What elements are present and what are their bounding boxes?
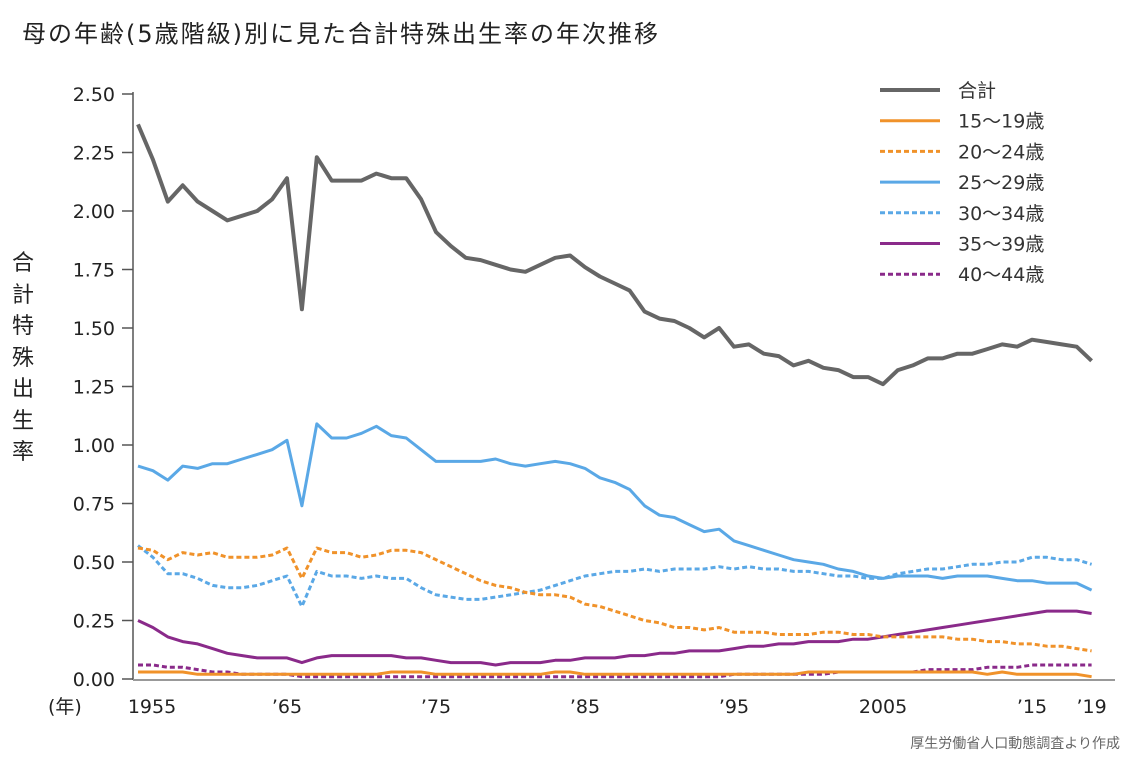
y-tick-label: 0.50 [73, 552, 115, 574]
y-tick-label: 0.25 [73, 611, 115, 633]
legend-label: 25～29歳 [958, 172, 1044, 194]
y-axis-label-char: 殊 [11, 345, 34, 371]
series-line-3 [137, 422, 1093, 592]
x-tick-label: 1955 [128, 696, 176, 718]
y-tick-label: 0.75 [73, 494, 115, 516]
series-line-6 [138, 663, 1092, 679]
y-axis-label-char: 計 [11, 282, 34, 308]
series-line-4 [137, 544, 1093, 608]
x-tick-label: ’19 [1076, 696, 1106, 718]
y-tick-label: 2.50 [73, 84, 115, 106]
y-tick-label: 1.75 [73, 260, 115, 282]
y-axis-label-char: 特 [11, 314, 34, 339]
legend-label: 合計 [958, 80, 996, 102]
y-axis-label-char: 出 [11, 377, 34, 402]
y-tick-label: 0.00 [73, 669, 115, 691]
y-tick-label: 1.50 [73, 318, 115, 340]
x-tick-label: ’95 [719, 696, 749, 718]
chart-title: 母の年齢(5歳階級)別に見た合計特殊出生率の年次推移 [22, 20, 660, 48]
series-line-1 [138, 670, 1092, 679]
legend-label: 35～39歳 [958, 234, 1044, 256]
x-tick-label: ’85 [570, 696, 600, 718]
x-axis-label: (年) [48, 696, 82, 718]
x-tick-label: ’65 [272, 696, 302, 718]
y-axis-label: 合計特殊出生率 [10, 248, 36, 469]
series-line-2 [137, 546, 1092, 653]
y-tick-label: 2.00 [73, 201, 115, 223]
y-tick-label: 1.00 [73, 435, 115, 457]
source-note: 厚生労働省人口動態調査より作成 [910, 736, 1120, 752]
legend-label: 20～24歳 [958, 141, 1044, 163]
x-tick-label: 2005 [859, 696, 907, 718]
y-axis-label-char: 合 [11, 251, 34, 276]
y-tick-label: 2.25 [73, 143, 115, 165]
series-line-5 [137, 609, 1092, 667]
series-line-0 [136, 123, 1093, 387]
legend-label: 30～34歳 [958, 203, 1044, 225]
legend-label: 15～19歳 [958, 111, 1044, 133]
legend-label: 40～44歳 [958, 264, 1044, 286]
x-tick-label: ’15 [1017, 696, 1047, 718]
y-axis-label-char: 生 [11, 408, 34, 434]
y-axis-label-char: 率 [11, 440, 34, 465]
y-tick-label: 1.25 [73, 377, 115, 399]
x-tick-label: ’75 [421, 696, 451, 718]
